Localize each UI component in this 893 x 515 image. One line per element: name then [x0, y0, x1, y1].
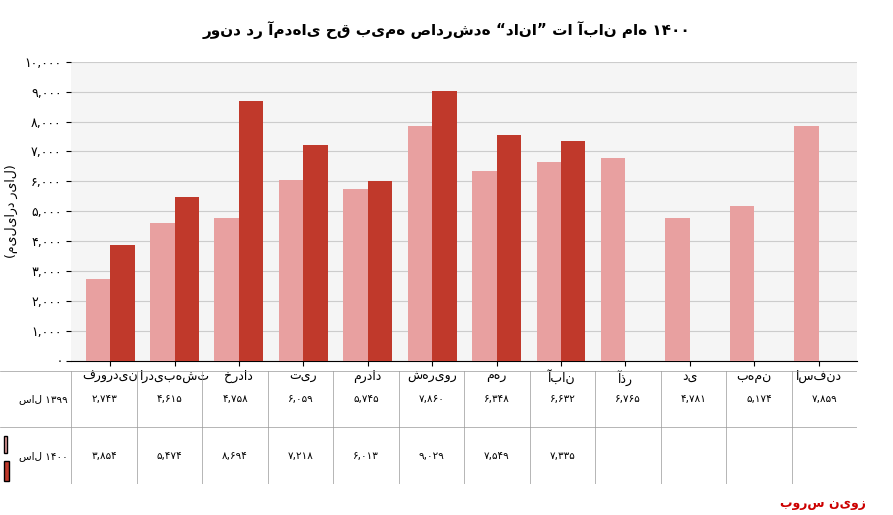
Text: ۲,۷۴۳: ۲,۷۴۳ — [91, 394, 117, 404]
Bar — [408, 126, 432, 360]
Text: ۳,۸۵۴: ۳,۸۵۴ — [91, 451, 117, 461]
Text: سال ۱۴۰۰: سال ۱۴۰۰ — [19, 451, 68, 461]
Bar — [279, 180, 304, 360]
Text: ۵,۱۷۴: ۵,۱۷۴ — [747, 394, 772, 404]
Bar — [343, 189, 368, 360]
Text: ۴,۶۱۵: ۴,۶۱۵ — [157, 394, 182, 404]
Text: ۸,۶۹۴: ۸,۶۹۴ — [222, 451, 248, 461]
Text: ۷,۸۵۹: ۷,۸۵۹ — [812, 394, 838, 404]
Y-axis label: (میلیارد ریال): (میلیارد ریال) — [4, 164, 18, 258]
Text: ۶,۰۵۹: ۶,۰۵۹ — [288, 394, 313, 404]
Text: روند در آمدهای حق بیمه صادرشده “دانا” تا آبان ماه ۱۴۰۰: روند در آمدهای حق بیمه صادرشده “دانا” تا… — [203, 21, 690, 39]
Text: بورس نیوز: بورس نیوز — [780, 497, 866, 510]
Bar — [110, 245, 135, 360]
Text: ۹,۰۲۹: ۹,۰۲۹ — [419, 451, 445, 461]
Bar — [239, 101, 263, 360]
Bar — [368, 181, 392, 360]
Text: ۵,۷۴۵: ۵,۷۴۵ — [354, 394, 379, 404]
Bar — [174, 197, 199, 360]
Text: ۷,۸۶۰: ۷,۸۶۰ — [419, 394, 445, 404]
Text: ۴,۷۵۸: ۴,۷۵۸ — [222, 394, 248, 404]
Text: ۵,۴۷۴: ۵,۴۷۴ — [157, 451, 182, 461]
FancyBboxPatch shape — [4, 436, 7, 453]
Text: ۶,۶۳۲: ۶,۶۳۲ — [550, 394, 575, 404]
Text: ۶,۳۴۸: ۶,۳۴۸ — [484, 394, 510, 404]
FancyBboxPatch shape — [4, 461, 9, 481]
Bar — [150, 222, 174, 360]
Bar — [537, 162, 561, 360]
Text: ۷,۲۱۸: ۷,۲۱۸ — [288, 451, 313, 461]
Bar — [304, 145, 328, 360]
Bar — [432, 91, 456, 360]
Bar — [601, 159, 625, 360]
Text: ۶,۷۶۵: ۶,۷۶۵ — [615, 394, 641, 404]
Bar — [561, 142, 586, 360]
Bar — [214, 218, 239, 360]
Bar — [794, 126, 819, 360]
Text: ۷,۳۳۵: ۷,۳۳۵ — [550, 451, 575, 461]
Bar — [730, 206, 755, 360]
Bar — [497, 135, 521, 360]
Text: ۷,۵۴۹: ۷,۵۴۹ — [484, 451, 510, 461]
Text: ۶,۰۱۳: ۶,۰۱۳ — [354, 451, 379, 461]
Bar — [665, 218, 689, 360]
Text: سال ۱۳۹۹: سال ۱۳۹۹ — [19, 394, 68, 404]
Text: ۴,۷۸۱: ۴,۷۸۱ — [680, 394, 706, 404]
Bar — [86, 279, 110, 360]
Bar — [472, 171, 497, 360]
